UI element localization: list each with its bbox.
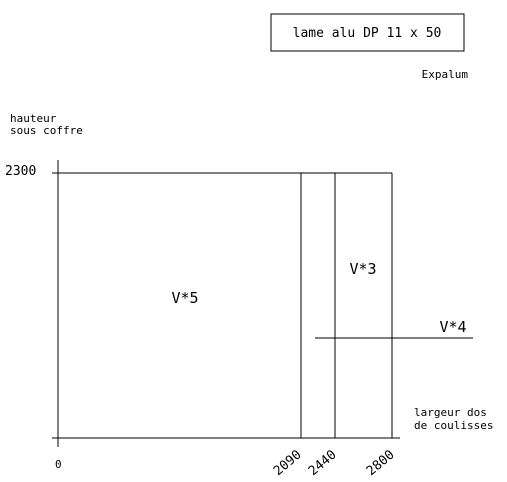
zone-label-v5: V*5 <box>171 289 198 307</box>
x-axis-tick-2440: 2440 <box>306 447 340 479</box>
y-axis-label-line1: hauteur <box>10 112 57 125</box>
zone-label-v3: V*3 <box>349 260 376 278</box>
x-axis-tick-2800: 2800 <box>364 447 398 479</box>
brand-label: Expalum <box>422 68 469 81</box>
y-axis-tick-2300: 2300 <box>5 164 36 179</box>
x-axis-tick-0: 0 <box>55 458 62 471</box>
x-axis-label-line1: largeur dos <box>414 406 487 419</box>
title-box <box>270 13 465 52</box>
title-text: lame alu DP 11 x 50 <box>293 26 442 41</box>
zone-label-v4: V*4 <box>439 318 466 336</box>
y-axis-label-line2: sous coffre <box>10 124 83 137</box>
x-axis-label-line2: de coulisses <box>414 419 493 432</box>
x-axis-tick-2090: 2090 <box>271 447 305 479</box>
